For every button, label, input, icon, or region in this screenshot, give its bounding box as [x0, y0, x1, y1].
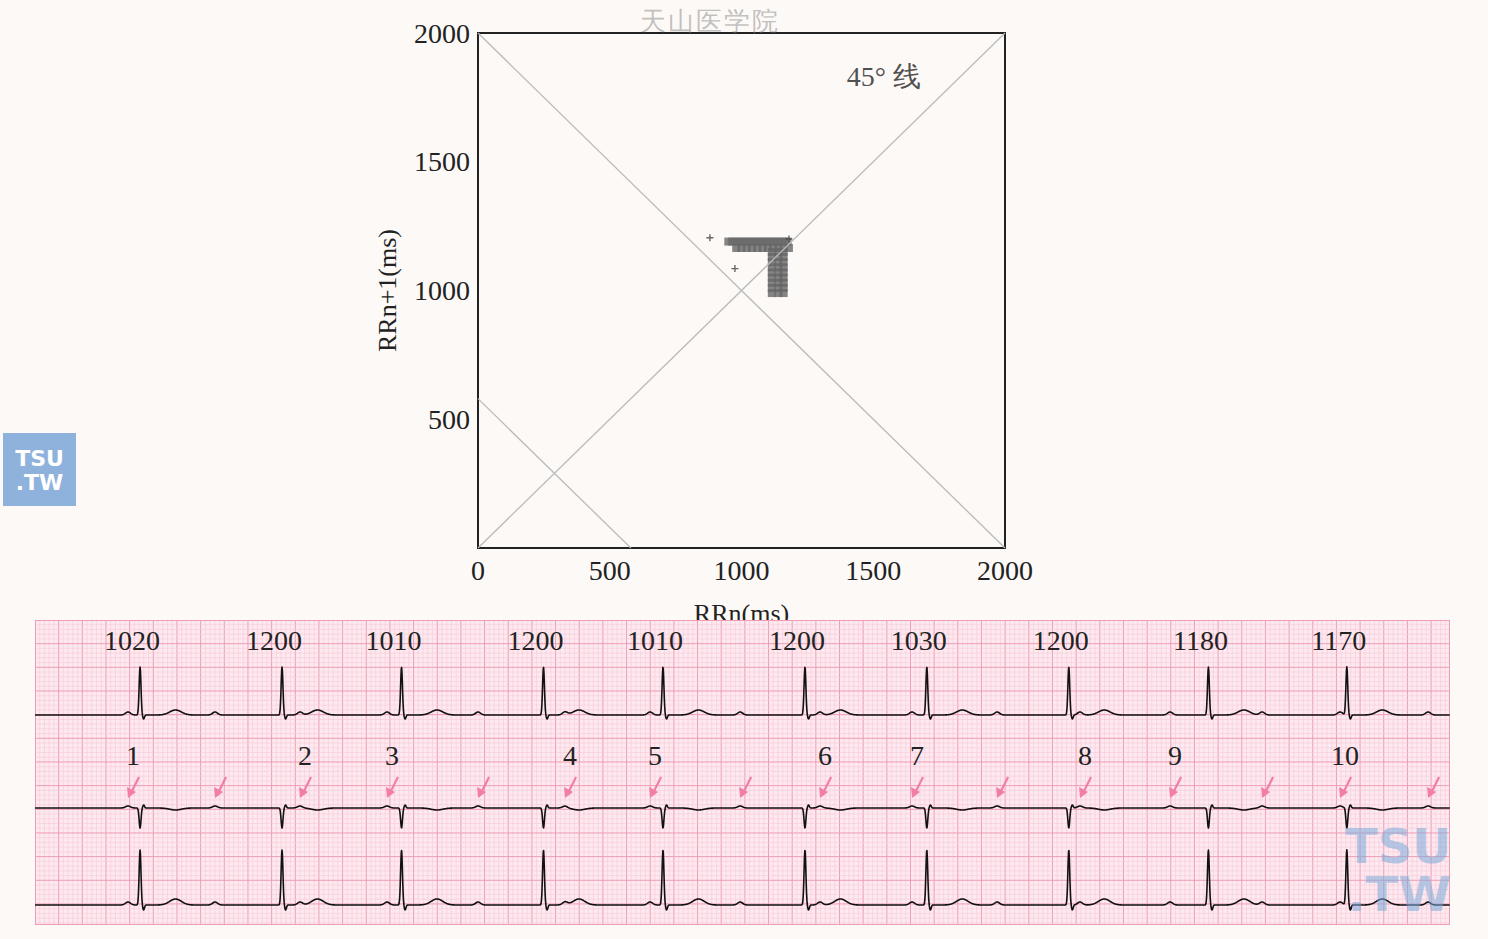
- svg-text:1000: 1000: [714, 555, 770, 586]
- svg-text:1200: 1200: [769, 625, 825, 656]
- svg-text:6: 6: [818, 740, 832, 771]
- svg-text:1200: 1200: [1033, 625, 1089, 656]
- svg-text:4: 4: [563, 740, 577, 771]
- svg-text:1010: 1010: [366, 625, 422, 656]
- svg-text:8: 8: [1078, 740, 1092, 771]
- svg-text:2000: 2000: [977, 555, 1033, 586]
- svg-text:10: 10: [1331, 740, 1359, 771]
- svg-text:0: 0: [471, 555, 485, 586]
- svg-text:3: 3: [385, 740, 399, 771]
- svg-text:1170: 1170: [1311, 625, 1366, 656]
- svg-text:2000: 2000: [414, 18, 470, 49]
- svg-text:RRn(ms): RRn(ms): [693, 598, 790, 628]
- svg-text:1020: 1020: [104, 625, 160, 656]
- svg-text:1180: 1180: [1173, 625, 1228, 656]
- svg-text:500: 500: [589, 555, 631, 586]
- svg-text:1000: 1000: [414, 275, 470, 306]
- svg-text:RRn+1(ms): RRn+1(ms): [373, 229, 402, 352]
- html-text:.TW: .TW: [1347, 866, 1452, 922]
- svg-text:1200: 1200: [508, 625, 564, 656]
- svg-text:2: 2: [298, 740, 312, 771]
- svg-text:5: 5: [648, 740, 662, 771]
- svg-text:1: 1: [126, 740, 140, 771]
- svg-text:45° 线: 45° 线: [847, 61, 921, 92]
- svg-text:9: 9: [1168, 740, 1182, 771]
- svg-text:7: 7: [910, 740, 924, 771]
- html-text:TSU: TSU: [1345, 818, 1452, 874]
- html-text:.TW: .TW: [15, 470, 64, 495]
- svg-text:500: 500: [428, 404, 470, 435]
- svg-text:1200: 1200: [246, 625, 302, 656]
- svg-text:1500: 1500: [414, 146, 470, 177]
- html-text:天山医学院: 天山医学院: [640, 6, 780, 36]
- html-text:TSU: TSU: [15, 446, 64, 471]
- svg-text:1010: 1010: [627, 625, 683, 656]
- svg-text:1030: 1030: [891, 625, 947, 656]
- svg-text:1500: 1500: [845, 555, 901, 586]
